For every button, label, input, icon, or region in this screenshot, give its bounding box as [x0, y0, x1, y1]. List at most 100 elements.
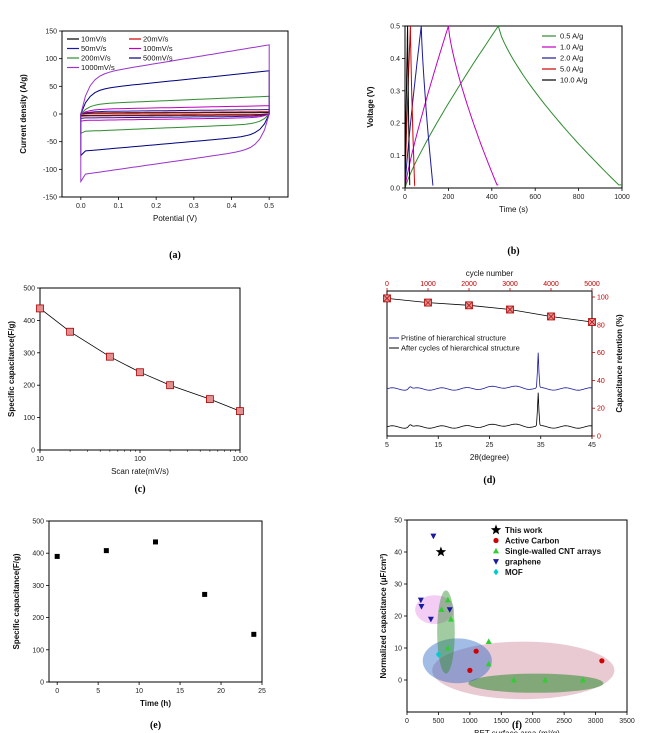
b-y-tick-label: 0.0: [390, 186, 400, 193]
f-legend-label: Active Carbon: [505, 537, 559, 546]
d-x-tick-label: 5: [385, 442, 389, 449]
d-x2-tick-label: 4000: [543, 281, 559, 288]
d-x2-axis-label: cycle number: [466, 269, 514, 278]
a-y-tick-label: 50: [49, 84, 57, 91]
c-y-tick-label: 200: [23, 383, 35, 390]
d-retention-line: [386, 298, 593, 323]
b-y-axis-label: Voltage (V): [366, 86, 375, 128]
a-legend-label: 200mV/s: [81, 54, 111, 63]
d-legend-label: Pristine of hierarchical structure: [401, 334, 506, 343]
e-plot-frame: [48, 520, 263, 683]
b-series-line: [404, 24, 623, 189]
e-x-axis-label: Time (h): [140, 699, 171, 708]
d-retention-point-cross: [424, 299, 432, 306]
c-x-tick-label: 1000: [232, 456, 248, 463]
e-y-tick-label: 0: [40, 680, 44, 687]
a-legend-label: 100mV/s: [143, 44, 173, 53]
b-legend-label: 10.0 A/g: [560, 76, 588, 85]
f-data-point-triangle-down: [418, 604, 425, 610]
e-data-point: [153, 539, 158, 545]
b-x-tick-label: 0: [403, 194, 407, 201]
f-data-point-triangle-up: [448, 616, 454, 622]
f-data-point-triangle-down: [417, 597, 424, 604]
c-data-point: [166, 381, 175, 390]
d-y2-tick-label: 80: [597, 322, 605, 329]
f-data-point-triangle-up: [485, 660, 492, 667]
e-y-tick-label: 500: [32, 519, 44, 526]
d-x2-tick-label: 1000: [420, 281, 436, 288]
a-x-tick-label: 0.3: [189, 203, 199, 210]
e-x-tick-label: 10: [135, 688, 143, 695]
f-legend-marker: [493, 547, 499, 554]
panel-e-capacitance-vs-time: 0 5 10 15 20 25 0 100 200 300 400 500 Time (h) Specif…: [12, 519, 266, 732]
e-x-tick-label: 20: [217, 688, 225, 695]
b-y-tick-label: 0.4: [390, 56, 400, 63]
d-y2-tick-label: 60: [597, 350, 605, 357]
c-x-tick-label: 10: [36, 456, 44, 463]
c-data-point: [236, 407, 244, 416]
b-series-line: [404, 25, 434, 189]
c-y-tick-label: 500: [23, 286, 35, 293]
d-y2-tick-label: 20: [597, 406, 605, 413]
b-plot-frame: [404, 25, 623, 189]
b-y-tick-label: 0.1: [390, 153, 400, 160]
c-y-tick-label: 0: [31, 448, 35, 455]
c-x-tick-label: 100: [134, 456, 146, 463]
d-retention-point-cross: [383, 295, 391, 302]
d-y2-tick-label: 40: [597, 378, 605, 385]
e-x-tick-label: 5: [96, 688, 100, 695]
b-x-tick-label: 400: [486, 194, 498, 201]
c-x-axis-label: Scan rate(mV/s): [111, 467, 169, 476]
d-legend-label: After cycles of hierarchical structure: [401, 344, 520, 353]
a-series-50mV-per-s: [80, 109, 270, 119]
e-caption: (e): [150, 720, 161, 731]
f-data-point-triangle-up: [438, 606, 445, 612]
f-data-point-triangle-up: [580, 676, 586, 683]
d-retention-point-cross: [465, 302, 473, 309]
a-x-axis-label: Potential (V): [153, 214, 197, 223]
b-series-line: [404, 25, 499, 189]
a-y-tick-label: -50: [47, 139, 57, 146]
d-x-axis-label: 2θ(degree): [470, 453, 509, 462]
panel-a-cv-curves: 0.0 0.1 0.2 0.3 0.4 0.5 -150 -100 -50 0 50 100 150 Po…: [19, 29, 289, 261]
f-region-graphene: [415, 595, 455, 624]
d-x-tick-label: 15: [434, 442, 442, 449]
d-retention-point-cross: [506, 306, 514, 313]
f-data-point-triangle-down: [430, 533, 437, 540]
a-caption: (a): [169, 250, 181, 261]
f-data-point-triangle-down: [427, 616, 434, 623]
c-data-point: [136, 368, 144, 377]
b-x-tick-label: 1000: [614, 194, 630, 201]
f-y-axis-label: Normalized capacitance (μF/cm²): [379, 553, 388, 678]
d-series-after-cycles: [386, 392, 593, 429]
f-data-point-triangle-up: [444, 644, 451, 651]
f-x-axis-label: BET surface area (m²/g): [474, 729, 560, 733]
f-data-point-circle: [473, 648, 479, 654]
e-data-point: [54, 553, 60, 559]
f-legend-label: graphene: [505, 558, 542, 567]
panel-c-capacitance-vs-scan-rate: 10 100 1000 0 100 200 300 400 500 Scan rate(mV/s)…: [7, 286, 248, 496]
a-x-tick-label: 0.0: [76, 203, 86, 210]
a-x-tick-label: 0.2: [151, 203, 161, 210]
a-legend-label: 10mV/s: [81, 35, 107, 44]
d-caption: (d): [483, 475, 495, 486]
f-x-tick-label: 2000: [525, 718, 541, 725]
c-y-tick-label: 400: [23, 318, 35, 325]
c-y-axis-label: Specific capacitance(F/g): [7, 321, 16, 417]
a-legend-label: 20mV/s: [143, 35, 169, 44]
c-data-point: [66, 327, 75, 336]
f-y-tick-label: 0: [398, 678, 402, 685]
f-legend-marker: [493, 568, 499, 576]
c-data-point: [36, 304, 44, 313]
f-data-point-star: [435, 546, 447, 557]
d-x-tick-label: 45: [588, 442, 596, 449]
d-x2-tick-label: 3000: [502, 281, 518, 288]
f-y-tick-label: 10: [394, 646, 402, 653]
f-region-mof: [422, 638, 492, 684]
a-x-tick-label: 0.4: [227, 203, 237, 210]
f-data-point-triangle-up: [542, 676, 549, 683]
b-legend-label: 0.5 A/g: [560, 32, 583, 41]
b-x-axis-label: Time (s): [499, 205, 528, 214]
f-y-tick-label: 30: [394, 582, 402, 589]
d-x2-tick-label: 0: [385, 281, 389, 288]
